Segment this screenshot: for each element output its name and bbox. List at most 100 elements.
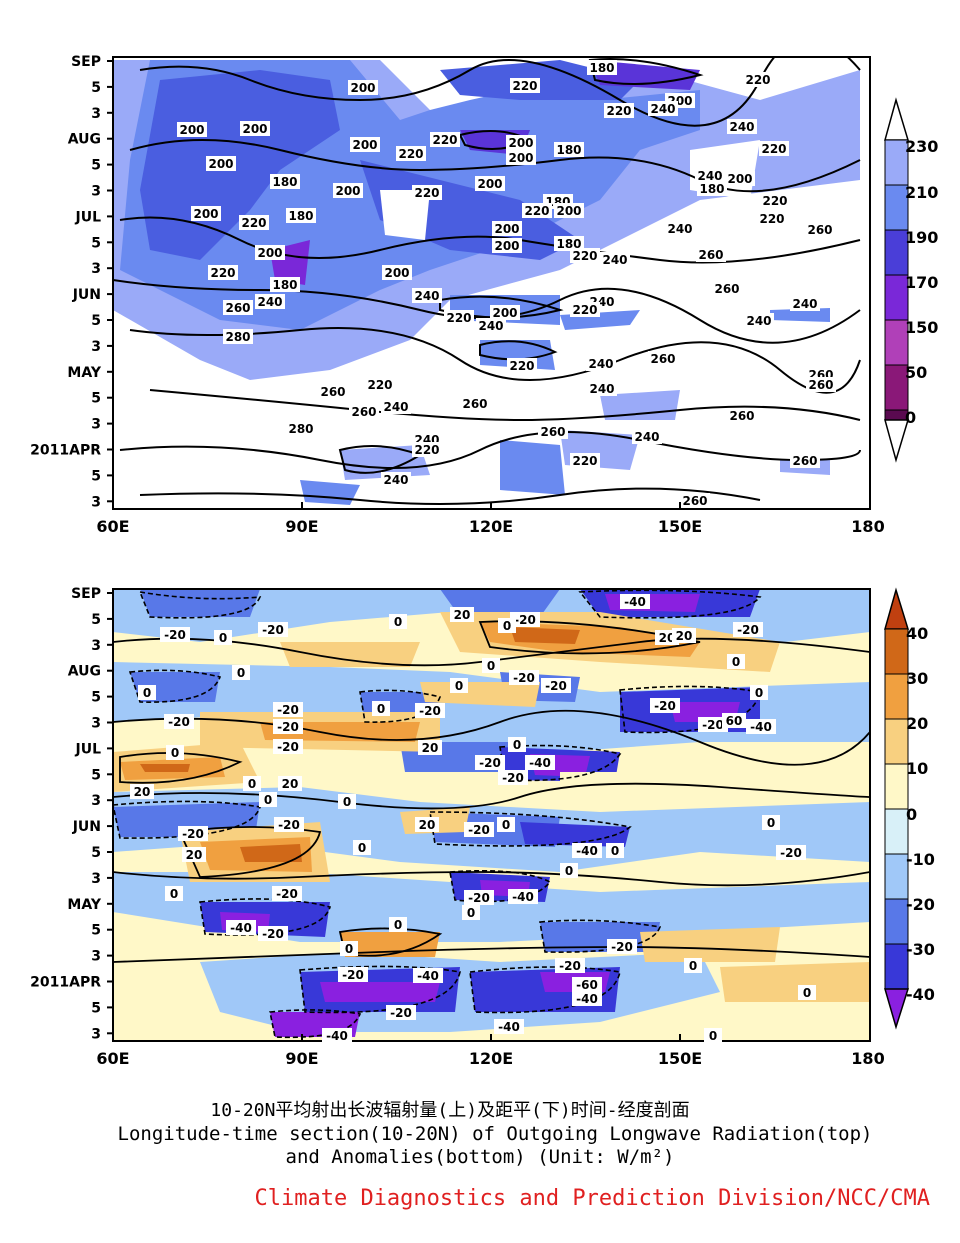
y-tick-label: 5 (91, 468, 101, 484)
contour-label: -20 (262, 927, 284, 941)
contour-label: 240 (650, 102, 675, 116)
contour-label: -20 (342, 968, 364, 982)
contour-label: -40 (576, 992, 598, 1006)
y-tick-label: SEP (71, 586, 101, 602)
y-tick-label: 5 (91, 158, 101, 174)
colorbar-label: 150 (905, 318, 938, 337)
x-tick-label: 180 (851, 1049, 884, 1068)
contour-label: 240 (478, 319, 503, 333)
contour-label: 260 (698, 248, 723, 262)
contour-label: -20 (277, 703, 299, 717)
contour-label: -20 (502, 771, 524, 785)
y-tick-label: 5 (91, 391, 101, 407)
colorbar-label: -10 (906, 850, 935, 869)
contour-label: 220 (572, 249, 597, 263)
contour-label: 280 (288, 422, 313, 436)
y-tick-label: 5 (91, 80, 101, 96)
colorbar-label: 20 (906, 714, 928, 733)
contour-label: 0 (237, 666, 245, 680)
contour-label: -40 (326, 1029, 348, 1043)
contour-label: 0 (219, 631, 227, 645)
contour-label: 200 (556, 204, 581, 218)
y-tick-label: JUL (75, 741, 102, 757)
contour-label: 240 (383, 473, 408, 487)
x-tick-label: 120E (469, 517, 513, 536)
contour-label: 220 (572, 454, 597, 468)
contour-label: 240 (383, 400, 408, 414)
x-tick-label: 180 (851, 517, 884, 536)
contour-label: -20 (468, 891, 490, 905)
contour-label: -20 (545, 679, 567, 693)
contour-label: 180 (589, 61, 614, 75)
contour-label: 260 (792, 454, 817, 468)
contour-label: 260 (714, 282, 739, 296)
contour-label: -40 (750, 720, 772, 734)
contour-label: 0 (394, 918, 402, 932)
contour-label: 260 (729, 409, 754, 423)
x-tick-label: 60E (96, 1049, 129, 1068)
contour-label: -20 (737, 623, 759, 637)
contour-label: -40 (512, 890, 534, 904)
contour-label: 0 (377, 702, 385, 716)
y-tick-label: 5 (91, 845, 101, 861)
contour-label: -20 (514, 613, 536, 627)
contour-label: 220 (241, 216, 266, 230)
contour-label: 200 (477, 177, 502, 191)
colorbar-label: 0 (906, 805, 917, 824)
contour-label: 0 (565, 864, 573, 878)
contour-label: 220 (432, 133, 457, 147)
contour-label: 0 (358, 841, 366, 855)
x-axis: 60E 90E 120E 150E 180 (96, 1034, 885, 1068)
contour-label: 200 (179, 123, 204, 137)
contour-label: 0 (755, 686, 763, 700)
contour-label: 220 (572, 303, 597, 317)
y-axis: SEP 5 3 AUG 5 3 JUL 5 3 JUN 5 3 MAY 5 3 2011APR 5 3 (30, 54, 113, 510)
contour-label: -20 (277, 720, 299, 734)
y-tick-label: SEP (71, 54, 101, 70)
contour-label: 0 (732, 655, 740, 669)
contour-label: 260 (808, 378, 833, 392)
y-tick-label: 3 (91, 949, 101, 965)
contour-label: 240 (746, 314, 771, 328)
y-tick-label: 5 (91, 1000, 101, 1016)
contour-label: 220 (745, 73, 770, 87)
y-axis: SEP 5 3 AUG 5 3 JUL 5 3 JUN 5 3 MAY 5 3 2011APR 5 3 (30, 586, 113, 1042)
contour-label: 200 (384, 266, 409, 280)
contour-label: 20 (454, 608, 471, 622)
contour-label: 0 (709, 1029, 717, 1043)
colorbar-label: -20 (906, 895, 935, 914)
contour-label: 0 (467, 906, 475, 920)
contour-label: -20 (419, 704, 441, 718)
colorbar-label: 190 (905, 228, 938, 247)
contour-label: 200 (335, 184, 360, 198)
contour-label: 240 (729, 120, 754, 134)
contour-label: 20 (134, 785, 151, 799)
y-tick-label: 5 (91, 690, 101, 706)
y-tick-label: JUN (72, 819, 101, 835)
contour-label: 220 (606, 104, 631, 118)
contour-label: -20 (702, 718, 724, 732)
contour-label: 180 (556, 237, 581, 251)
caption-english-line1: Longitude-time section(10-20N) of Outgoi… (117, 1123, 873, 1145)
contour-label: 20 (422, 741, 439, 755)
x-tick-label: 150E (658, 517, 702, 536)
contour-label: -60 (576, 978, 598, 992)
y-tick-label: 5 (91, 313, 101, 329)
contour-label: 200 (193, 207, 218, 221)
contour-label: 20 (676, 629, 693, 643)
contour-label: 260 (462, 397, 487, 411)
y-tick-label: 3 (91, 261, 101, 277)
caption-chinese: 10-20N平均射出长波辐射量(上)及距平(下)时间-经度剖面 (210, 1100, 690, 1121)
contour-label: -20 (182, 827, 204, 841)
contour-label: 0 (803, 986, 811, 1000)
contour-label: 260 (650, 352, 675, 366)
colorbar-label: 170 (905, 273, 938, 292)
contour-label: 0 (513, 738, 521, 752)
y-tick-label: 3 (91, 106, 101, 122)
contour-label: 180 (272, 175, 297, 189)
y-tick-label: 5 (91, 235, 101, 251)
contour-label: 260 (320, 385, 345, 399)
colorbar-label: 0 (905, 408, 916, 427)
contour-label: 260 (807, 223, 832, 237)
contour-label: -40 (417, 969, 439, 983)
